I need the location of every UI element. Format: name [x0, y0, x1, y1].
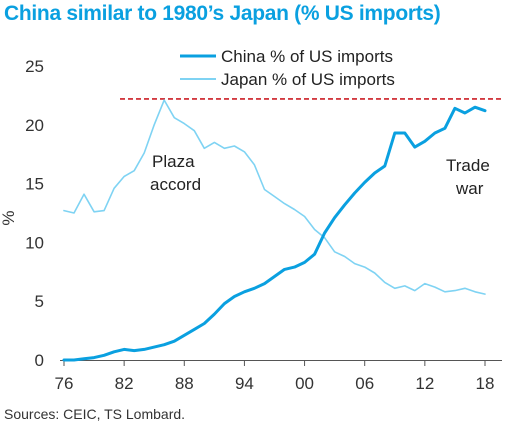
japan-series-line	[63, 99, 486, 295]
y-tick-label: 10	[25, 233, 44, 252]
y-tick-label: 20	[25, 116, 44, 135]
y-tick-label: 5	[35, 292, 44, 311]
source-note: Sources: CEIC, TS Lombard.	[4, 406, 186, 422]
x-tick-label: 82	[115, 374, 134, 393]
x-tick-label: 06	[355, 374, 374, 393]
annotation-trade-line2: war	[455, 179, 484, 198]
annotation-plaza-line2: accord	[150, 175, 201, 194]
chart-title: China similar to 1980’s Japan (% US impo…	[4, 2, 441, 25]
legend: China % of US imports Japan % of US impo…	[180, 47, 395, 89]
legend-china-label: China % of US imports	[221, 47, 393, 66]
y-tick-label: 15	[25, 175, 44, 194]
y-axis-ticks: 0 5 10 15 20 25	[25, 57, 44, 370]
x-tick-label: 00	[295, 374, 314, 393]
annotation-trade-line1: Trade	[446, 156, 490, 175]
x-tick-label: 88	[175, 374, 194, 393]
y-tick-label: 0	[35, 351, 44, 370]
x-axis-ticks: 76 82 88 94 00 06 12 18	[55, 360, 495, 393]
legend-japan-label: Japan % of US imports	[221, 70, 395, 89]
x-tick-label: 12	[415, 374, 434, 393]
x-tick-label: 76	[55, 374, 74, 393]
x-tick-label: 18	[476, 374, 495, 393]
x-tick-label: 94	[235, 374, 254, 393]
y-axis-label: %	[0, 210, 18, 225]
y-tick-label: 25	[25, 57, 44, 76]
china-series-line	[62, 105, 487, 362]
line-chart: 0 5 10 15 20 25 76 82 88 94 00 06 12 18 % China % of…	[0, 47, 502, 393]
annotation-plaza-line1: Plaza	[152, 152, 195, 171]
